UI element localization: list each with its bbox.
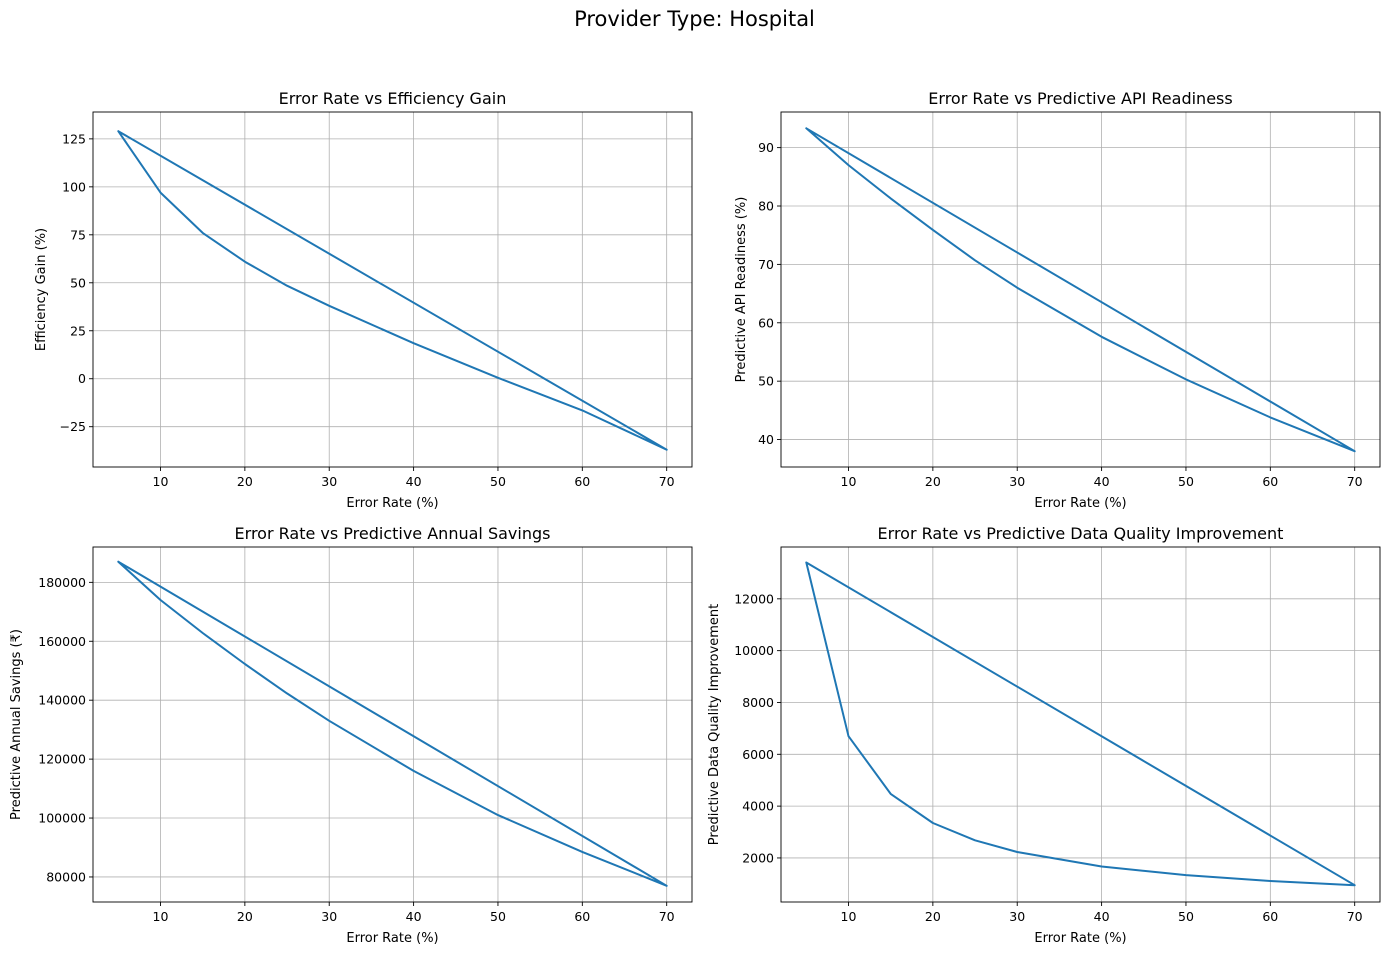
axes-frame — [92, 111, 693, 468]
series-line — [805, 561, 1356, 887]
y-tick-label: 50 — [70, 275, 86, 290]
x-tick-label: 10 — [153, 474, 169, 489]
subplot-eff: 10 20 30 40 50 60 70 −25 0 25 50 75 100 125 Error Rate… — [34, 89, 693, 511]
subplot-sav: 10 20 30 40 50 60 70 80000 100000 120000 140000 160… — [9, 524, 693, 946]
series-line — [117, 560, 668, 887]
x-tick-label: 50 — [490, 909, 506, 924]
x-axis-label: Error Rate (%) — [346, 931, 438, 946]
y-tick-label: 6000 — [742, 747, 774, 762]
y-tick-label: 60 — [758, 315, 774, 330]
x-tick-label: 30 — [1009, 474, 1025, 489]
x-axis-label: Error Rate (%) — [1034, 496, 1126, 511]
x-tick-label: 70 — [659, 474, 675, 489]
subplot-api: 10 20 30 40 50 60 70 40 50 60 70 80 90 Error Rate vs … — [734, 89, 1381, 511]
x-tick-label: 30 — [321, 474, 337, 489]
x-tick-label: 20 — [925, 909, 941, 924]
y-tick-label: 10000 — [734, 643, 774, 658]
subplot-title: Error Rate vs Predictive Annual Savings — [235, 524, 551, 543]
figure-title: Provider Type: Hospital — [574, 7, 815, 31]
y-tick-label: 40 — [758, 432, 774, 447]
x-tick-label: 40 — [1094, 909, 1110, 924]
y-axis-label: Predictive API Readiness (%) — [734, 197, 749, 383]
y-tick-label: 125 — [62, 131, 86, 146]
x-tick-label: 10 — [153, 909, 169, 924]
y-tick-label: −25 — [60, 419, 86, 434]
subplot-title: Error Rate vs Predictive Data Quality Im… — [878, 524, 1284, 543]
x-tick-label: 60 — [1262, 474, 1278, 489]
y-tick-label: 2000 — [742, 850, 774, 865]
y-tick-label: 70 — [758, 257, 774, 272]
series-line — [117, 130, 668, 451]
y-axis-label: Efficiency Gain (%) — [34, 228, 49, 351]
y-tick-label: 25 — [70, 323, 86, 338]
y-tick-label: 100 — [62, 179, 86, 194]
x-tick-label: 20 — [237, 474, 253, 489]
y-tick-label: 50 — [758, 374, 774, 389]
x-tick-label: 60 — [574, 474, 590, 489]
x-tick-label: 50 — [490, 474, 506, 489]
x-tick-label: 20 — [237, 909, 253, 924]
y-tick-label: 4000 — [742, 799, 774, 814]
y-tick-label: 90 — [758, 140, 774, 155]
x-tick-label: 70 — [1347, 909, 1363, 924]
axes-frame — [92, 546, 693, 903]
x-tick-label: 10 — [841, 474, 857, 489]
x-tick-label: 50 — [1178, 909, 1194, 924]
x-tick-label: 60 — [574, 909, 590, 924]
x-tick-label: 30 — [321, 909, 337, 924]
x-tick-label: 40 — [1094, 474, 1110, 489]
y-tick-label: 100000 — [38, 811, 86, 826]
x-axis-label: Error Rate (%) — [1034, 931, 1126, 946]
y-tick-label: 75 — [70, 227, 86, 242]
y-tick-label: 180000 — [38, 575, 86, 590]
x-tick-label: 70 — [659, 909, 675, 924]
subplot-title: Error Rate vs Predictive API Readiness — [928, 89, 1232, 108]
x-tick-label: 60 — [1262, 909, 1278, 924]
y-tick-label: 140000 — [38, 693, 86, 708]
x-axis-label: Error Rate (%) — [346, 496, 438, 511]
y-tick-label: 160000 — [38, 634, 86, 649]
axes-frame — [780, 546, 1381, 903]
y-tick-label: 120000 — [38, 752, 86, 767]
subplot-title: Error Rate vs Efficiency Gain — [279, 89, 507, 108]
y-tick-label: 8000 — [742, 695, 774, 710]
y-axis-label: Predictive Data Quality Improvement — [707, 604, 722, 845]
y-axis-label: Predictive Annual Savings (₹) — [9, 629, 24, 820]
x-tick-label: 40 — [406, 909, 422, 924]
series-line — [805, 127, 1356, 453]
subplots-grid: 10 20 30 40 50 60 70 −25 0 25 50 75 100 125 Error Rate… — [9, 89, 1381, 946]
x-tick-label: 70 — [1347, 474, 1363, 489]
x-tick-label: 10 — [841, 909, 857, 924]
axes-frame — [780, 111, 1381, 468]
y-tick-label: 80000 — [46, 869, 86, 884]
y-tick-label: 0 — [78, 371, 86, 386]
x-tick-label: 30 — [1009, 909, 1025, 924]
y-tick-label: 12000 — [734, 591, 774, 606]
x-tick-label: 20 — [925, 474, 941, 489]
x-tick-label: 50 — [1178, 474, 1194, 489]
x-tick-label: 40 — [406, 474, 422, 489]
y-tick-label: 80 — [758, 199, 774, 214]
subplot-dq: 10 20 30 40 50 60 70 2000 4000 6000 8000 10000 12000… — [707, 524, 1381, 946]
